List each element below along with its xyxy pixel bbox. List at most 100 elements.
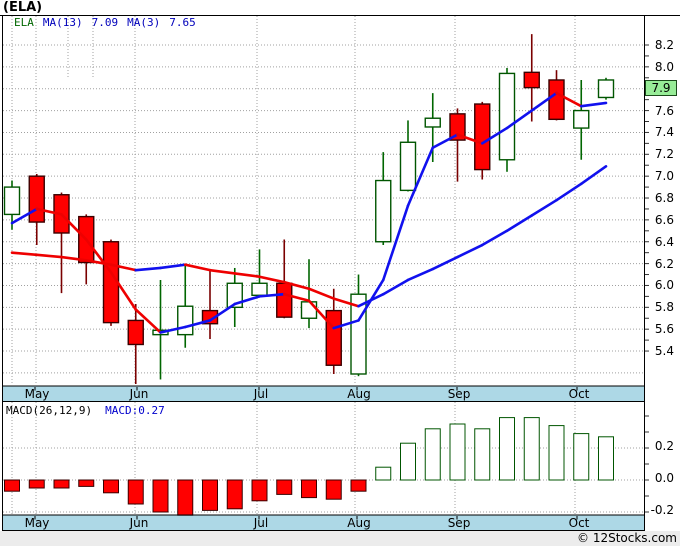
chart-legend: ELA MA(13) 7.09 MA(3) 7.65 bbox=[14, 16, 196, 29]
ma3-line-segment bbox=[258, 292, 286, 298]
candle-up bbox=[300, 301, 318, 319]
ma3-line-segment bbox=[332, 319, 360, 330]
month-label: Oct bbox=[568, 515, 590, 530]
price-axis-label: 6.8 bbox=[654, 191, 674, 206]
footer-credit: © 12Stocks.com bbox=[577, 531, 677, 545]
ma3-line-segment bbox=[134, 308, 162, 334]
candle-up bbox=[177, 305, 194, 336]
ma3-line-segment bbox=[357, 278, 385, 322]
month-label: Jul bbox=[253, 386, 269, 401]
macd-bar bbox=[424, 428, 441, 481]
ma13-line-segment bbox=[307, 287, 336, 300]
ma3-line-segment bbox=[282, 292, 311, 303]
legend-ma13-label: MA(13) bbox=[42, 16, 83, 29]
macd-bar bbox=[28, 479, 45, 489]
price-axis-label: 6.6 bbox=[654, 212, 674, 227]
ma13-line-segment bbox=[109, 263, 138, 272]
macd-bar bbox=[598, 436, 614, 481]
price-axis-label: 6.2 bbox=[654, 256, 674, 271]
candle-up bbox=[399, 141, 417, 192]
macd-bar bbox=[573, 433, 590, 481]
ma3-line-segment bbox=[60, 213, 88, 241]
candle-up bbox=[226, 282, 243, 309]
legend-ma3-value: 7.65 bbox=[169, 16, 196, 29]
macd-bar bbox=[474, 428, 491, 481]
ma13-line-segment bbox=[505, 214, 534, 233]
price-axis-label: 8.0 bbox=[654, 59, 674, 74]
macd-bar bbox=[400, 442, 416, 481]
ma3-line-segment bbox=[530, 91, 558, 112]
price-axis-label: 6.4 bbox=[654, 234, 674, 249]
macd-axis-label: 0.2 bbox=[654, 439, 674, 453]
macd-axis-label: 0.0 bbox=[654, 471, 674, 485]
macd-bar bbox=[4, 479, 20, 492]
macd-params-label: MACD(26,12,9) bbox=[6, 404, 93, 417]
macd-bar bbox=[251, 479, 268, 502]
ma13-line-segment bbox=[480, 229, 509, 247]
ma3-line-segment bbox=[579, 101, 608, 108]
macd-bar bbox=[350, 479, 367, 492]
current-price-label: 7.9 bbox=[645, 79, 677, 96]
macd-bar bbox=[301, 479, 317, 499]
price-axis-label: 5.4 bbox=[654, 344, 674, 359]
price-axis-label: 5.6 bbox=[654, 322, 674, 337]
macd-bar bbox=[499, 417, 515, 481]
macd-bar bbox=[103, 479, 119, 494]
ma3-line-segment bbox=[10, 207, 39, 225]
month-label: Aug bbox=[347, 386, 371, 401]
price-axis-label: 7.2 bbox=[654, 147, 674, 162]
legend-ma3-label: MA(3) bbox=[127, 16, 161, 29]
page-title: (ELA) bbox=[3, 0, 43, 15]
ma3-line-segment bbox=[555, 91, 583, 108]
candle-down bbox=[127, 319, 144, 346]
candle-down bbox=[325, 309, 342, 366]
candle-up bbox=[424, 117, 441, 128]
macd-bar bbox=[53, 479, 70, 489]
macd-bar bbox=[449, 423, 466, 481]
ma13-line-segment bbox=[159, 263, 187, 270]
ma13-line-segment bbox=[579, 165, 608, 186]
candle-up bbox=[375, 179, 392, 243]
macd-bar bbox=[548, 425, 565, 481]
macd-bar bbox=[523, 417, 540, 481]
price-axis-label: 5.8 bbox=[654, 300, 674, 315]
ma13-line-segment bbox=[406, 267, 435, 282]
price-axis-label: 7.6 bbox=[654, 103, 674, 118]
ma13-line-segment bbox=[60, 255, 88, 262]
candle-up bbox=[251, 282, 268, 296]
macd-bar bbox=[152, 479, 169, 513]
ma13-line-segment bbox=[35, 253, 63, 259]
candle-up bbox=[597, 79, 615, 99]
candle-down bbox=[276, 282, 293, 318]
macd-bar bbox=[226, 479, 243, 510]
ma13-line-segment bbox=[530, 198, 558, 217]
macd-bar bbox=[127, 479, 144, 505]
footer-band bbox=[0, 531, 680, 546]
macd-bar bbox=[177, 479, 194, 516]
ma13-line-segment bbox=[208, 268, 237, 275]
candle-down bbox=[548, 79, 565, 121]
ma13-line-segment bbox=[282, 280, 311, 291]
ma3-line-segment bbox=[35, 207, 63, 216]
ma13-line-segment bbox=[10, 251, 39, 257]
month-strip bbox=[3, 386, 644, 401]
macd-bar bbox=[78, 479, 95, 487]
ma3-line-segment bbox=[381, 204, 410, 282]
macd-bar bbox=[375, 466, 392, 481]
ma13-line-segment bbox=[456, 243, 484, 259]
candle-up bbox=[573, 109, 590, 129]
legend-ma13-value: 7.09 bbox=[91, 16, 119, 29]
ma13-line-segment bbox=[84, 259, 113, 266]
month-label: Sep bbox=[447, 515, 471, 530]
month-label: Sep bbox=[447, 386, 471, 401]
price-axis-label: 6.0 bbox=[654, 278, 674, 293]
legend-symbol: ELA bbox=[14, 16, 34, 29]
candle-down bbox=[449, 113, 466, 141]
ma13-line-segment bbox=[555, 182, 583, 202]
ma13-line-segment bbox=[332, 297, 360, 308]
ma13-line-segment bbox=[134, 266, 162, 272]
price-axis-label: 7.0 bbox=[654, 169, 674, 184]
ma3-line-segment bbox=[431, 133, 459, 150]
month-label: May bbox=[24, 515, 50, 530]
